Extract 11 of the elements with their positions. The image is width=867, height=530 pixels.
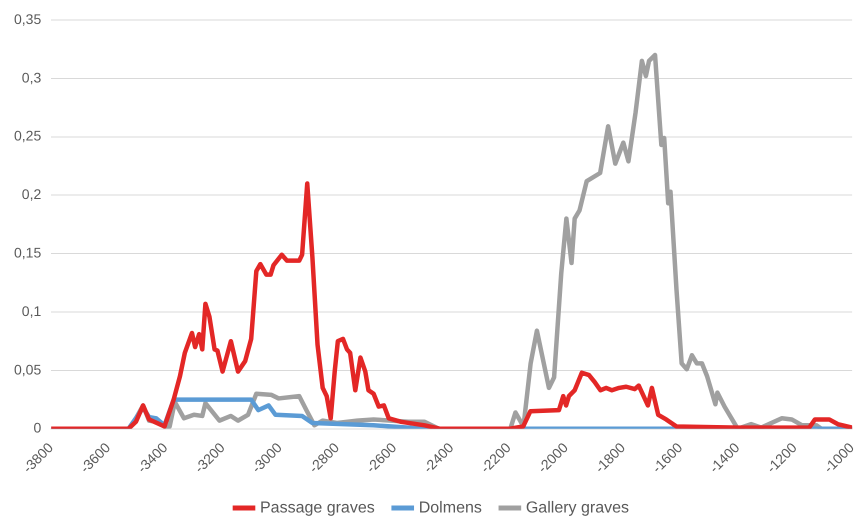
legend-label: Passage graves xyxy=(260,499,375,516)
y-tick-label: 0,35 xyxy=(14,10,42,27)
y-tick-label: 0,15 xyxy=(14,244,42,260)
y-tick-label: 0,25 xyxy=(14,128,42,144)
y-tick-label: 0,05 xyxy=(14,361,42,378)
legend-label: Dolmens xyxy=(418,499,482,516)
y-tick-label: 0 xyxy=(33,420,42,436)
legend-label: Gallery graves xyxy=(526,499,630,516)
y-tick-label: 0,2 xyxy=(22,186,42,202)
y-tick-label: 0,1 xyxy=(22,302,42,319)
y-tick-label: 0,3 xyxy=(22,69,42,86)
